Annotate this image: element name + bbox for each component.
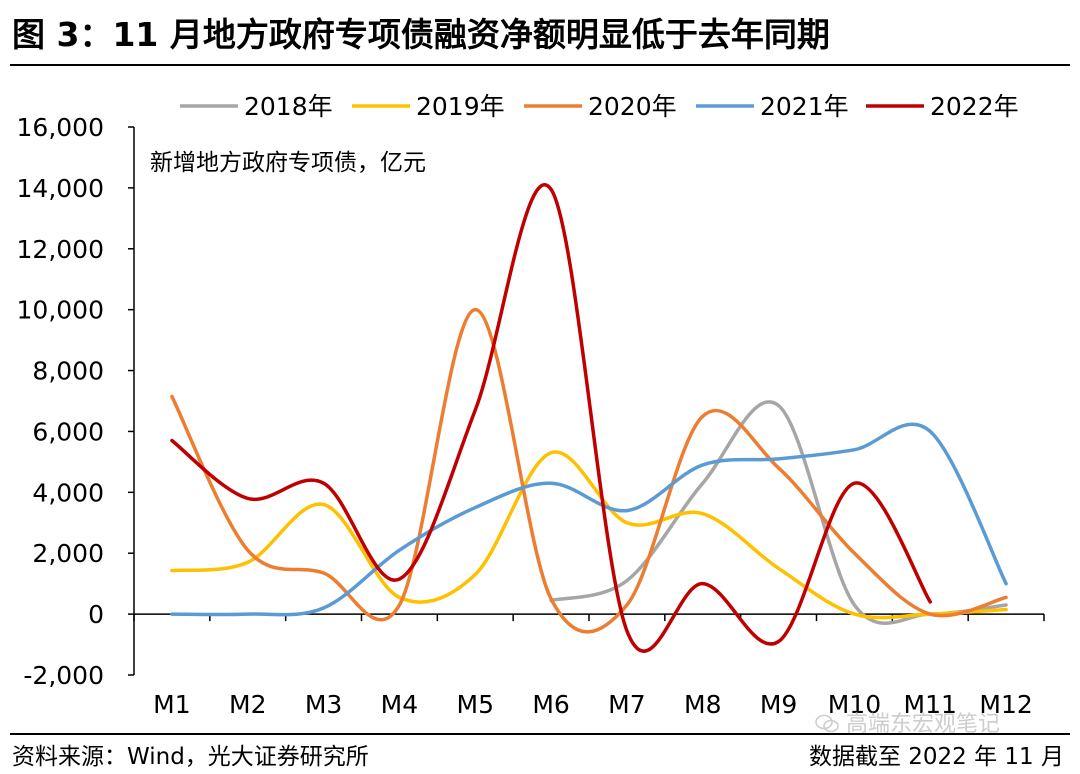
y-tick-label: 10,000 — [17, 296, 104, 325]
y-tick-label: 14,000 — [17, 174, 104, 203]
x-tick-label: M5 — [457, 690, 494, 719]
legend-label: 2020年 — [588, 92, 677, 121]
x-tick-label: M8 — [684, 690, 721, 719]
watermark: 高端东宏观笔记 — [815, 706, 1000, 738]
x-tick-label: M12 — [979, 690, 1032, 719]
legend-label: 2019年 — [416, 92, 505, 121]
series-line-2018年 — [549, 400, 1008, 625]
watermark-text: 高端东宏观笔记 — [846, 712, 1001, 737]
y-tick-label: -2,000 — [23, 661, 104, 690]
line-chart: -2,000 0 2,000 4,000 6,000 8,000 10,000 12,000 1… — [17, 92, 1045, 719]
series-line-2019年 — [170, 450, 1008, 620]
y-tick-label: 2,000 — [32, 539, 104, 568]
legend-label: 2018年 — [244, 92, 333, 121]
footer-rule — [10, 733, 1070, 735]
x-tick-label: M4 — [381, 690, 418, 719]
x-tick-label: M6 — [532, 690, 569, 719]
x-tick-label: M9 — [760, 690, 797, 719]
y-tick-label: 12,000 — [17, 235, 104, 264]
x-tick-label: M11 — [904, 690, 957, 719]
y-tick-label: 8,000 — [32, 357, 104, 386]
x-tick-label: M7 — [608, 690, 645, 719]
wechat-icon — [815, 714, 839, 733]
x-tick-label: M1 — [153, 690, 190, 719]
figure-title: 图 3：11 月地方政府专项债融资净额明显低于去年同期 — [12, 15, 830, 54]
cutoff-note: 数据截至 2022 年 11 月 — [808, 744, 1064, 770]
x-tick-label: M10 — [828, 690, 881, 719]
x-tick-label: M3 — [305, 690, 342, 719]
y-tick-label: 16,000 — [17, 113, 104, 142]
series-line-2021年 — [170, 422, 1008, 617]
x-tick-label: M2 — [229, 690, 266, 719]
chart-series — [170, 183, 1008, 653]
chart-annotation: 新增地方政府专项债，亿元 — [150, 150, 426, 176]
y-tick-label: 4,000 — [32, 478, 104, 507]
series-line-2020年 — [170, 307, 1008, 634]
legend-label: 2022年 — [930, 92, 1019, 121]
y-tick-label: 0 — [88, 600, 104, 629]
y-tick-label: 6,000 — [32, 417, 104, 446]
legend-label: 2021年 — [760, 92, 849, 121]
chart-legend: 2018年 2019年 2020年 2021年 2022年 — [180, 92, 1019, 121]
chart-axes: -2,000 0 2,000 4,000 6,000 8,000 10,000 12,000 1… — [17, 113, 1045, 719]
title-rule — [10, 64, 1070, 66]
series-line-2022年 — [170, 183, 932, 653]
source-note: 资料来源：Wind，光大证券研究所 — [12, 744, 369, 770]
